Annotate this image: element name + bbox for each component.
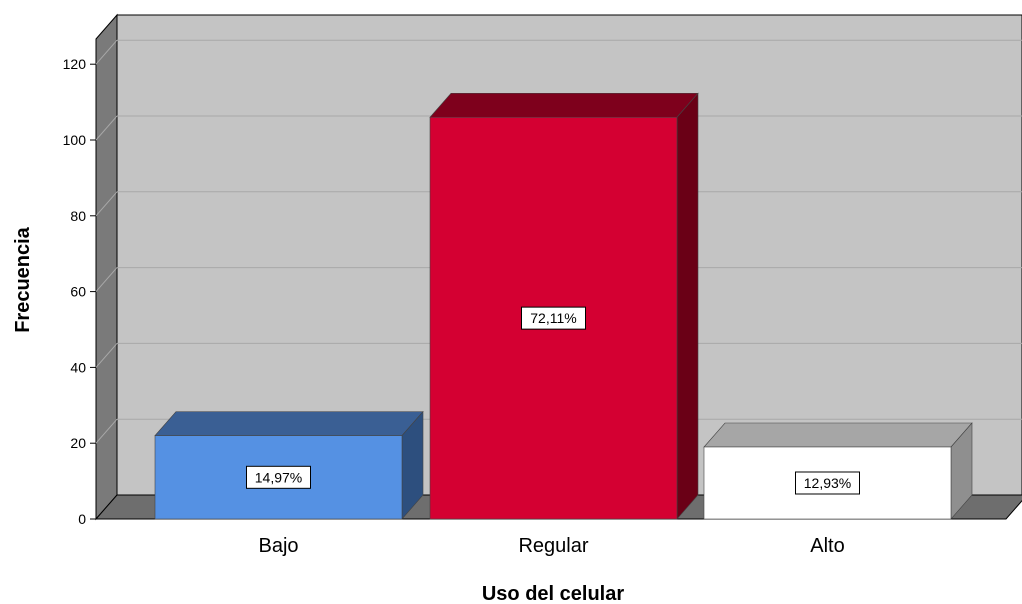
x-axis: Bajo Regular Alto (258, 535, 844, 557)
y-tick-label: 80 (70, 208, 86, 224)
bar-top-face (703, 422, 973, 448)
data-label-box (795, 471, 860, 495)
bar-top-face (429, 92, 699, 118)
y-axis: 0 20 40 60 80 100 120 (63, 56, 96, 527)
data-label-text: 12,93% (804, 475, 851, 491)
grid-line-side (95, 343, 118, 368)
bars: 14,97% 72,11% 12,93% (154, 92, 973, 520)
y-axis-title: Frecuencia (12, 226, 34, 332)
y-tick-label: 40 (70, 359, 86, 375)
grid-line-side (95, 267, 118, 292)
data-label-box (246, 465, 311, 489)
y-tick-label: 60 (70, 284, 86, 300)
data-label: 14,97% (246, 465, 311, 489)
y-tick-label: 100 (63, 132, 87, 148)
x-tick-label: Regular (518, 535, 588, 557)
plot-left-wall (95, 13, 118, 521)
data-label-text: 72,11% (530, 310, 576, 326)
bar-top-face (154, 411, 424, 436)
x-tick-label: Bajo (258, 535, 298, 557)
grid-line-side (95, 191, 118, 217)
grid-line-side (95, 115, 118, 141)
y-tick-label: 120 (63, 56, 87, 72)
bar-side-face (676, 92, 699, 520)
data-label: 12,93% (795, 471, 860, 495)
bar-bajo: 14,97% (154, 410, 424, 520)
grid-line-side (95, 418, 118, 444)
data-label-text: 14,97% (255, 469, 302, 485)
data-label-box (521, 306, 586, 330)
y-tick-label: 20 (70, 435, 86, 451)
bar-alto: 12,93% (703, 422, 973, 520)
data-label: 72,11% (521, 306, 586, 330)
x-axis-title: Uso del celular (482, 583, 624, 604)
y-tick-label: 0 (78, 511, 86, 527)
x-tick-label: Alto (810, 535, 844, 557)
bar-regular: 72,11% (429, 92, 699, 520)
grid-line-side (95, 39, 118, 65)
